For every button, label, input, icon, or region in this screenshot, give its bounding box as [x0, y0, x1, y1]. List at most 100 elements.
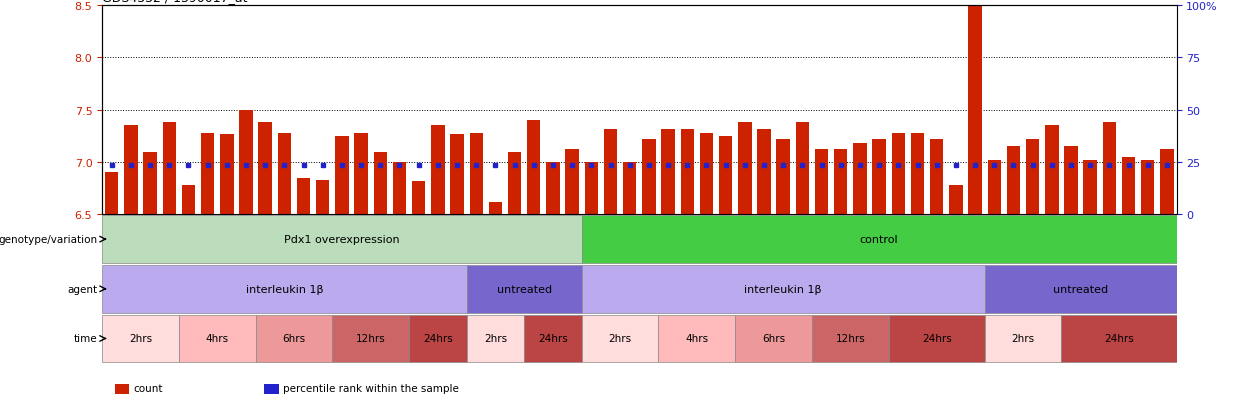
- Bar: [524, 315, 581, 363]
- Text: 12hrs: 12hrs: [356, 334, 386, 344]
- Text: interleukin 1β: interleukin 1β: [745, 284, 822, 294]
- Text: GDS4332 / 1390017_at: GDS4332 / 1390017_at: [102, 0, 248, 4]
- Text: 2hrs: 2hrs: [609, 334, 631, 344]
- Bar: [469, 133, 483, 215]
- Bar: [834, 150, 848, 215]
- Bar: [911, 133, 924, 215]
- Bar: [930, 140, 944, 215]
- Bar: [1062, 315, 1177, 363]
- Text: genotype/variation: genotype/variation: [0, 235, 97, 244]
- Text: 2hrs: 2hrs: [484, 334, 507, 344]
- Bar: [985, 265, 1177, 313]
- Bar: [431, 126, 444, 215]
- Bar: [565, 150, 579, 215]
- Bar: [143, 152, 157, 215]
- Bar: [853, 144, 867, 215]
- Bar: [467, 315, 524, 363]
- Bar: [239, 110, 253, 215]
- Text: 2hrs: 2hrs: [1011, 334, 1035, 344]
- Text: time: time: [73, 334, 97, 344]
- Text: 6hrs: 6hrs: [283, 334, 305, 344]
- Text: 2hrs: 2hrs: [129, 334, 152, 344]
- Bar: [581, 315, 659, 363]
- Text: untreated: untreated: [1053, 284, 1108, 294]
- Bar: [527, 121, 540, 215]
- Text: 6hrs: 6hrs: [762, 334, 786, 344]
- Bar: [604, 129, 618, 215]
- Bar: [642, 140, 656, 215]
- Bar: [757, 129, 771, 215]
- Bar: [661, 129, 675, 215]
- Text: count: count: [133, 383, 163, 393]
- Bar: [700, 133, 713, 215]
- Text: 24hrs: 24hrs: [1104, 334, 1134, 344]
- Text: percentile rank within the sample: percentile rank within the sample: [283, 383, 458, 393]
- Bar: [200, 133, 214, 215]
- Bar: [796, 123, 809, 215]
- Text: 12hrs: 12hrs: [835, 334, 865, 344]
- Bar: [681, 129, 693, 215]
- Bar: [102, 216, 581, 263]
- Bar: [335, 137, 349, 215]
- Bar: [355, 133, 367, 215]
- Bar: [1026, 140, 1040, 215]
- Bar: [1064, 147, 1078, 215]
- Text: Pdx1 overexpression: Pdx1 overexpression: [284, 235, 400, 244]
- Bar: [987, 161, 1001, 215]
- Text: 24hrs: 24hrs: [538, 334, 568, 344]
- Bar: [374, 152, 387, 215]
- Bar: [547, 163, 560, 215]
- Text: control: control: [860, 235, 899, 244]
- Bar: [259, 123, 271, 215]
- Bar: [410, 315, 467, 363]
- Text: 24hrs: 24hrs: [921, 334, 951, 344]
- Bar: [1160, 150, 1174, 215]
- Bar: [220, 135, 234, 215]
- Text: interleukin 1β: interleukin 1β: [245, 284, 324, 294]
- Bar: [581, 216, 1177, 263]
- Bar: [316, 180, 330, 215]
- Bar: [1007, 147, 1020, 215]
- Bar: [163, 123, 176, 215]
- Text: 24hrs: 24hrs: [423, 334, 453, 344]
- Bar: [278, 133, 291, 215]
- Bar: [1122, 157, 1135, 215]
- Bar: [124, 126, 138, 215]
- Bar: [179, 315, 255, 363]
- Bar: [622, 163, 636, 215]
- Bar: [718, 137, 732, 215]
- Bar: [508, 152, 522, 215]
- Text: untreated: untreated: [497, 284, 552, 294]
- Bar: [392, 163, 406, 215]
- Bar: [736, 315, 812, 363]
- Bar: [1045, 126, 1058, 215]
- Bar: [1140, 161, 1154, 215]
- Bar: [412, 181, 426, 215]
- Bar: [581, 265, 985, 313]
- Bar: [489, 202, 502, 215]
- Bar: [451, 135, 463, 215]
- Text: 4hrs: 4hrs: [685, 334, 708, 344]
- Bar: [777, 140, 789, 215]
- Text: agent: agent: [67, 284, 97, 294]
- Bar: [105, 173, 118, 215]
- Bar: [296, 178, 310, 215]
- Bar: [873, 140, 886, 215]
- Bar: [182, 185, 195, 215]
- Bar: [1083, 161, 1097, 215]
- Bar: [812, 315, 889, 363]
- Bar: [102, 265, 467, 313]
- Bar: [102, 315, 179, 363]
- Text: 4hrs: 4hrs: [205, 334, 229, 344]
- Bar: [889, 315, 985, 363]
- Bar: [467, 265, 581, 313]
- Bar: [585, 163, 598, 215]
- Bar: [659, 315, 736, 363]
- Bar: [255, 315, 332, 363]
- Bar: [815, 150, 828, 215]
- Bar: [985, 315, 1062, 363]
- Bar: [969, 4, 982, 215]
- Bar: [1103, 123, 1116, 215]
- Bar: [738, 123, 752, 215]
- Bar: [332, 315, 410, 363]
